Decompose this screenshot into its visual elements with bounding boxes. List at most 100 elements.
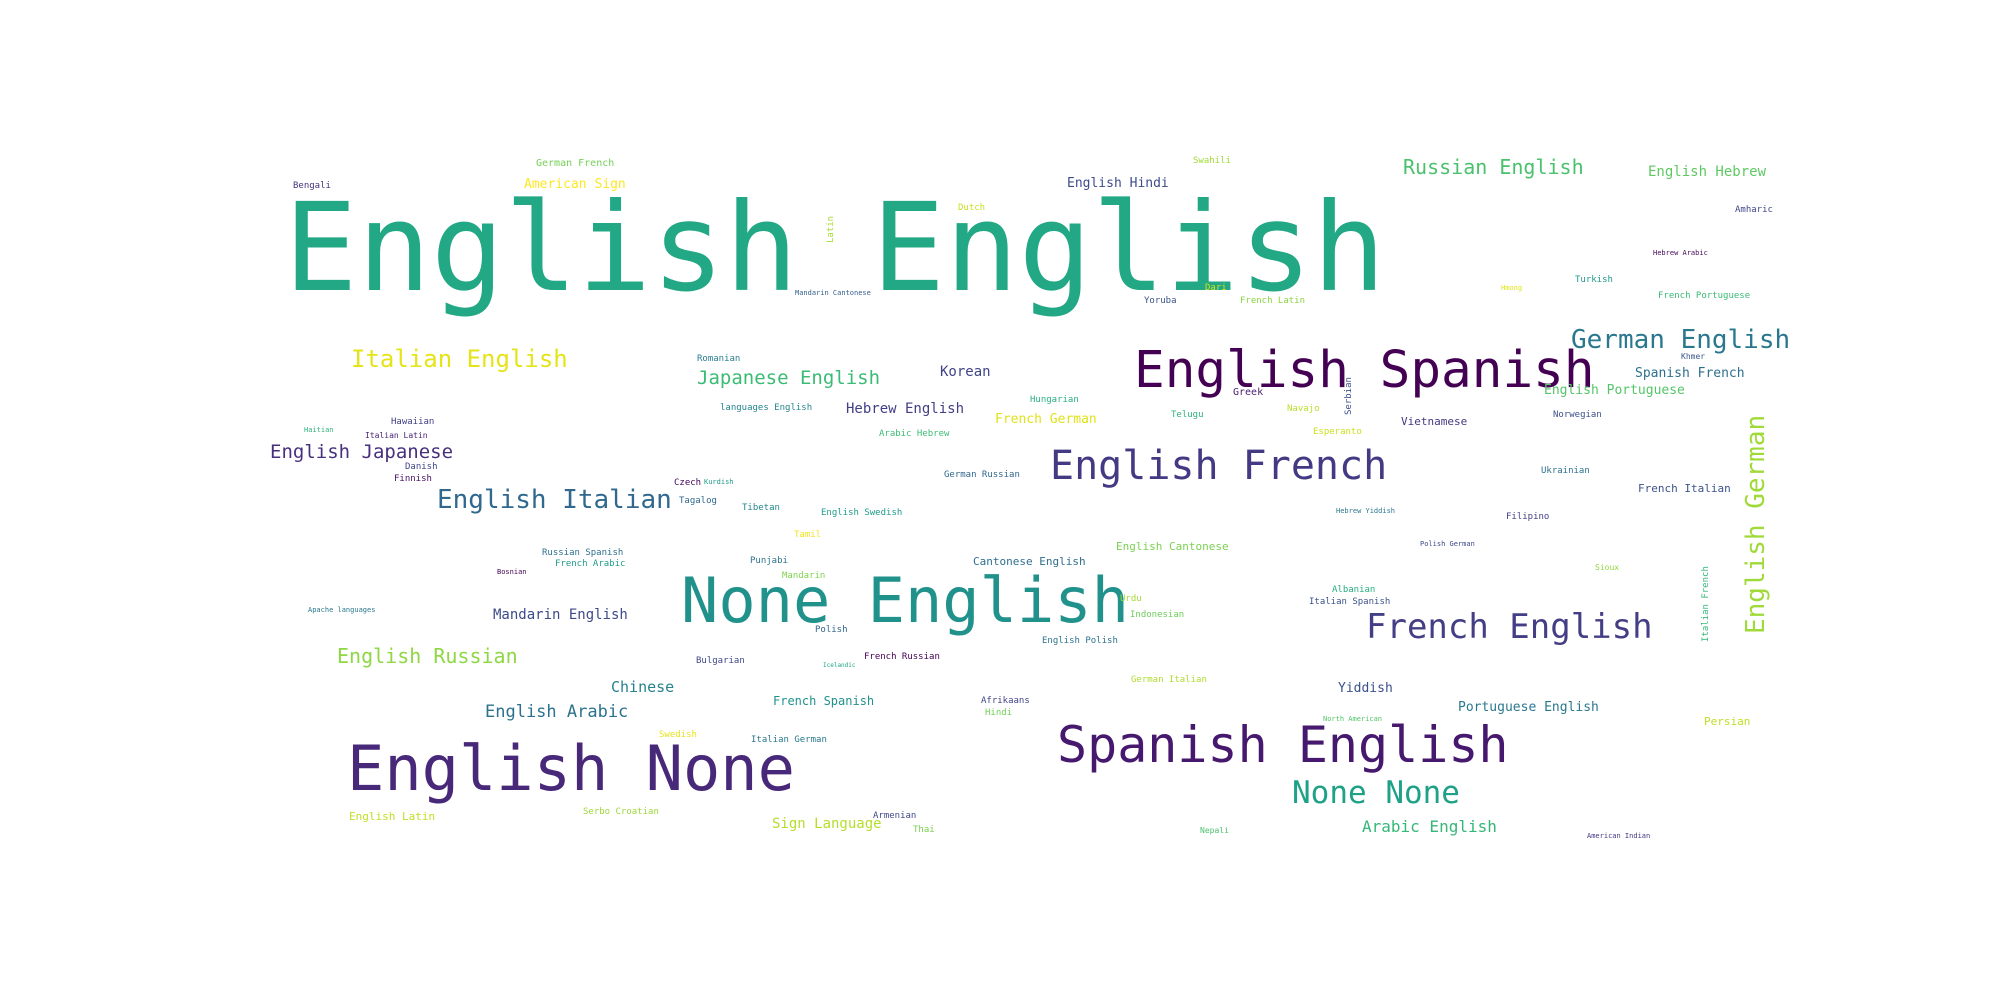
word-french-portuguese: French Portuguese	[1658, 291, 1751, 301]
word-thai: Thai	[913, 825, 935, 835]
word-italian-english: Italian English	[351, 345, 568, 373]
word-armenian: Armenian	[873, 811, 917, 821]
word-kurdish: Kurdish	[704, 478, 734, 486]
word-russian-spanish: Russian Spanish	[542, 548, 624, 558]
word-afrikaans: Afrikaans	[981, 696, 1030, 706]
word-mandarin: Mandarin	[782, 571, 826, 581]
word-english-english: English English	[284, 177, 1386, 319]
word-greek: Greek	[1233, 387, 1264, 398]
word-hebrew-english: Hebrew English	[846, 401, 965, 417]
word-tagalog: Tagalog	[679, 496, 717, 506]
word-tamil: Tamil	[794, 530, 822, 540]
word-hawaiian: Hawaiian	[391, 417, 435, 427]
word-punjabi: Punjabi	[750, 556, 788, 566]
word-czech: Czech	[674, 478, 702, 488]
word-italian-latin: Italian Latin	[365, 431, 428, 440]
word-serbian: Serbian	[1344, 377, 1354, 415]
word-french-spanish: French Spanish	[773, 694, 875, 708]
word-english-latin: English Latin	[349, 810, 436, 823]
word-chinese: Chinese	[611, 678, 675, 696]
word-dari: Dari	[1205, 283, 1227, 293]
word-dutch: Dutch	[958, 203, 986, 213]
word-swahili: Swahili	[1193, 156, 1231, 166]
word-korean: Korean	[940, 364, 991, 380]
word-bosnian: Bosnian	[497, 568, 527, 576]
word-sioux: Sioux	[1595, 563, 1620, 572]
word-yiddish: Yiddish	[1338, 681, 1393, 696]
word-polish: Polish	[815, 625, 848, 635]
word-icelandic: Icelandic	[823, 662, 856, 669]
word-english-swedish: English Swedish	[821, 508, 903, 518]
word-haitian: Haitian	[304, 426, 334, 434]
word-english-italian: English Italian	[437, 485, 672, 515]
word-hebrew-arabic: Hebrew Arabic	[1653, 249, 1708, 257]
word-english-french: English French	[1050, 443, 1388, 489]
word-north-american: North American	[1323, 715, 1383, 723]
word-english-cantonese: English Cantonese	[1116, 540, 1229, 553]
word-serbo-croatian: Serbo Croatian	[583, 807, 659, 817]
word-german-english: German English	[1571, 325, 1791, 355]
word-american-indian: American Indian	[1587, 832, 1651, 840]
word-urdu: Urdu	[1120, 594, 1142, 604]
word-sign-language: Sign Language	[772, 816, 882, 832]
word-hmong: Hmong	[1501, 284, 1523, 292]
word-english-polish: English Polish	[1042, 636, 1118, 646]
word-italian-german: Italian German	[751, 735, 827, 745]
word-nepali: Nepali	[1200, 826, 1229, 835]
word-esperanto: Esperanto	[1313, 427, 1362, 437]
word-english-german: English German	[1741, 414, 1771, 634]
word-german-french: German French	[536, 158, 615, 169]
word-mandarin-cantonese: Mandarin Cantonese	[795, 289, 871, 297]
word-italian-spanish: Italian Spanish	[1309, 597, 1391, 607]
word-english-portuguese: English Portuguese	[1544, 383, 1685, 398]
word-french-arabic: French Arabic	[555, 559, 626, 569]
word-italian-french: Italian French	[1701, 566, 1711, 642]
word-none-none: None None	[1292, 775, 1460, 811]
word-arabic-hebrew: Arabic Hebrew	[879, 429, 950, 439]
word-yoruba: Yoruba	[1144, 296, 1177, 306]
word-portuguese-english: Portuguese English	[1458, 700, 1599, 715]
word-russian-english: Russian English	[1403, 155, 1584, 179]
word-english-japanese: English Japanese	[270, 441, 454, 463]
word-apache-languages: Apache languages	[308, 606, 376, 614]
word-amharic: Amharic	[1735, 205, 1773, 215]
word-english-hebrew: English Hebrew	[1648, 164, 1767, 180]
word-cantonese-english: Cantonese English	[973, 555, 1086, 568]
word-american-sign: American Sign	[524, 177, 626, 192]
word-telugu: Telugu	[1171, 410, 1204, 420]
word-latin: Latin	[826, 215, 836, 243]
word-swedish: Swedish	[659, 730, 697, 740]
word-english-russian: English Russian	[337, 644, 518, 668]
word-finnish: Finnish	[394, 474, 432, 484]
word-english-spanish: English Spanish	[1134, 341, 1595, 400]
word-indonesian: Indonesian	[1130, 610, 1185, 620]
word-ukrainian: Ukrainian	[1541, 466, 1590, 476]
word-english-none: English None	[347, 732, 795, 805]
word-navajo: Navajo	[1287, 404, 1320, 414]
word-bengali: Bengali	[293, 181, 331, 191]
word-german-italian: German Italian	[1131, 675, 1207, 685]
word-polish-german: Polish German	[1420, 540, 1475, 548]
word-french-russian: French Russian	[864, 652, 940, 662]
word-danish: Danish	[405, 462, 438, 472]
word-persian: Persian	[1704, 715, 1751, 728]
word-french-german: French German	[995, 412, 1097, 427]
word-albanian: Albanian	[1332, 585, 1376, 595]
word-filipino: Filipino	[1506, 512, 1550, 522]
word-bulgarian: Bulgarian	[696, 656, 745, 666]
word-romanian: Romanian	[697, 354, 741, 364]
word-hebrew-yiddish: Hebrew Yiddish	[1336, 507, 1396, 515]
word-norwegian: Norwegian	[1553, 410, 1602, 420]
word-spanish-english: Spanish English	[1057, 716, 1509, 774]
word-hungarian: Hungarian	[1030, 395, 1079, 405]
word-french-latin: French Latin	[1240, 296, 1306, 306]
word-english-hindi: English Hindi	[1067, 176, 1169, 191]
word-hindi: Hindi	[985, 708, 1013, 718]
word-spanish-french: Spanish French	[1635, 366, 1745, 381]
word-none-english: None English	[681, 564, 1129, 637]
word-french-english: French English	[1366, 607, 1653, 647]
word-english-arabic: English Arabic	[485, 702, 629, 722]
word-japanese-english: Japanese English	[697, 367, 881, 389]
word-french-italian: French Italian	[1638, 482, 1731, 495]
